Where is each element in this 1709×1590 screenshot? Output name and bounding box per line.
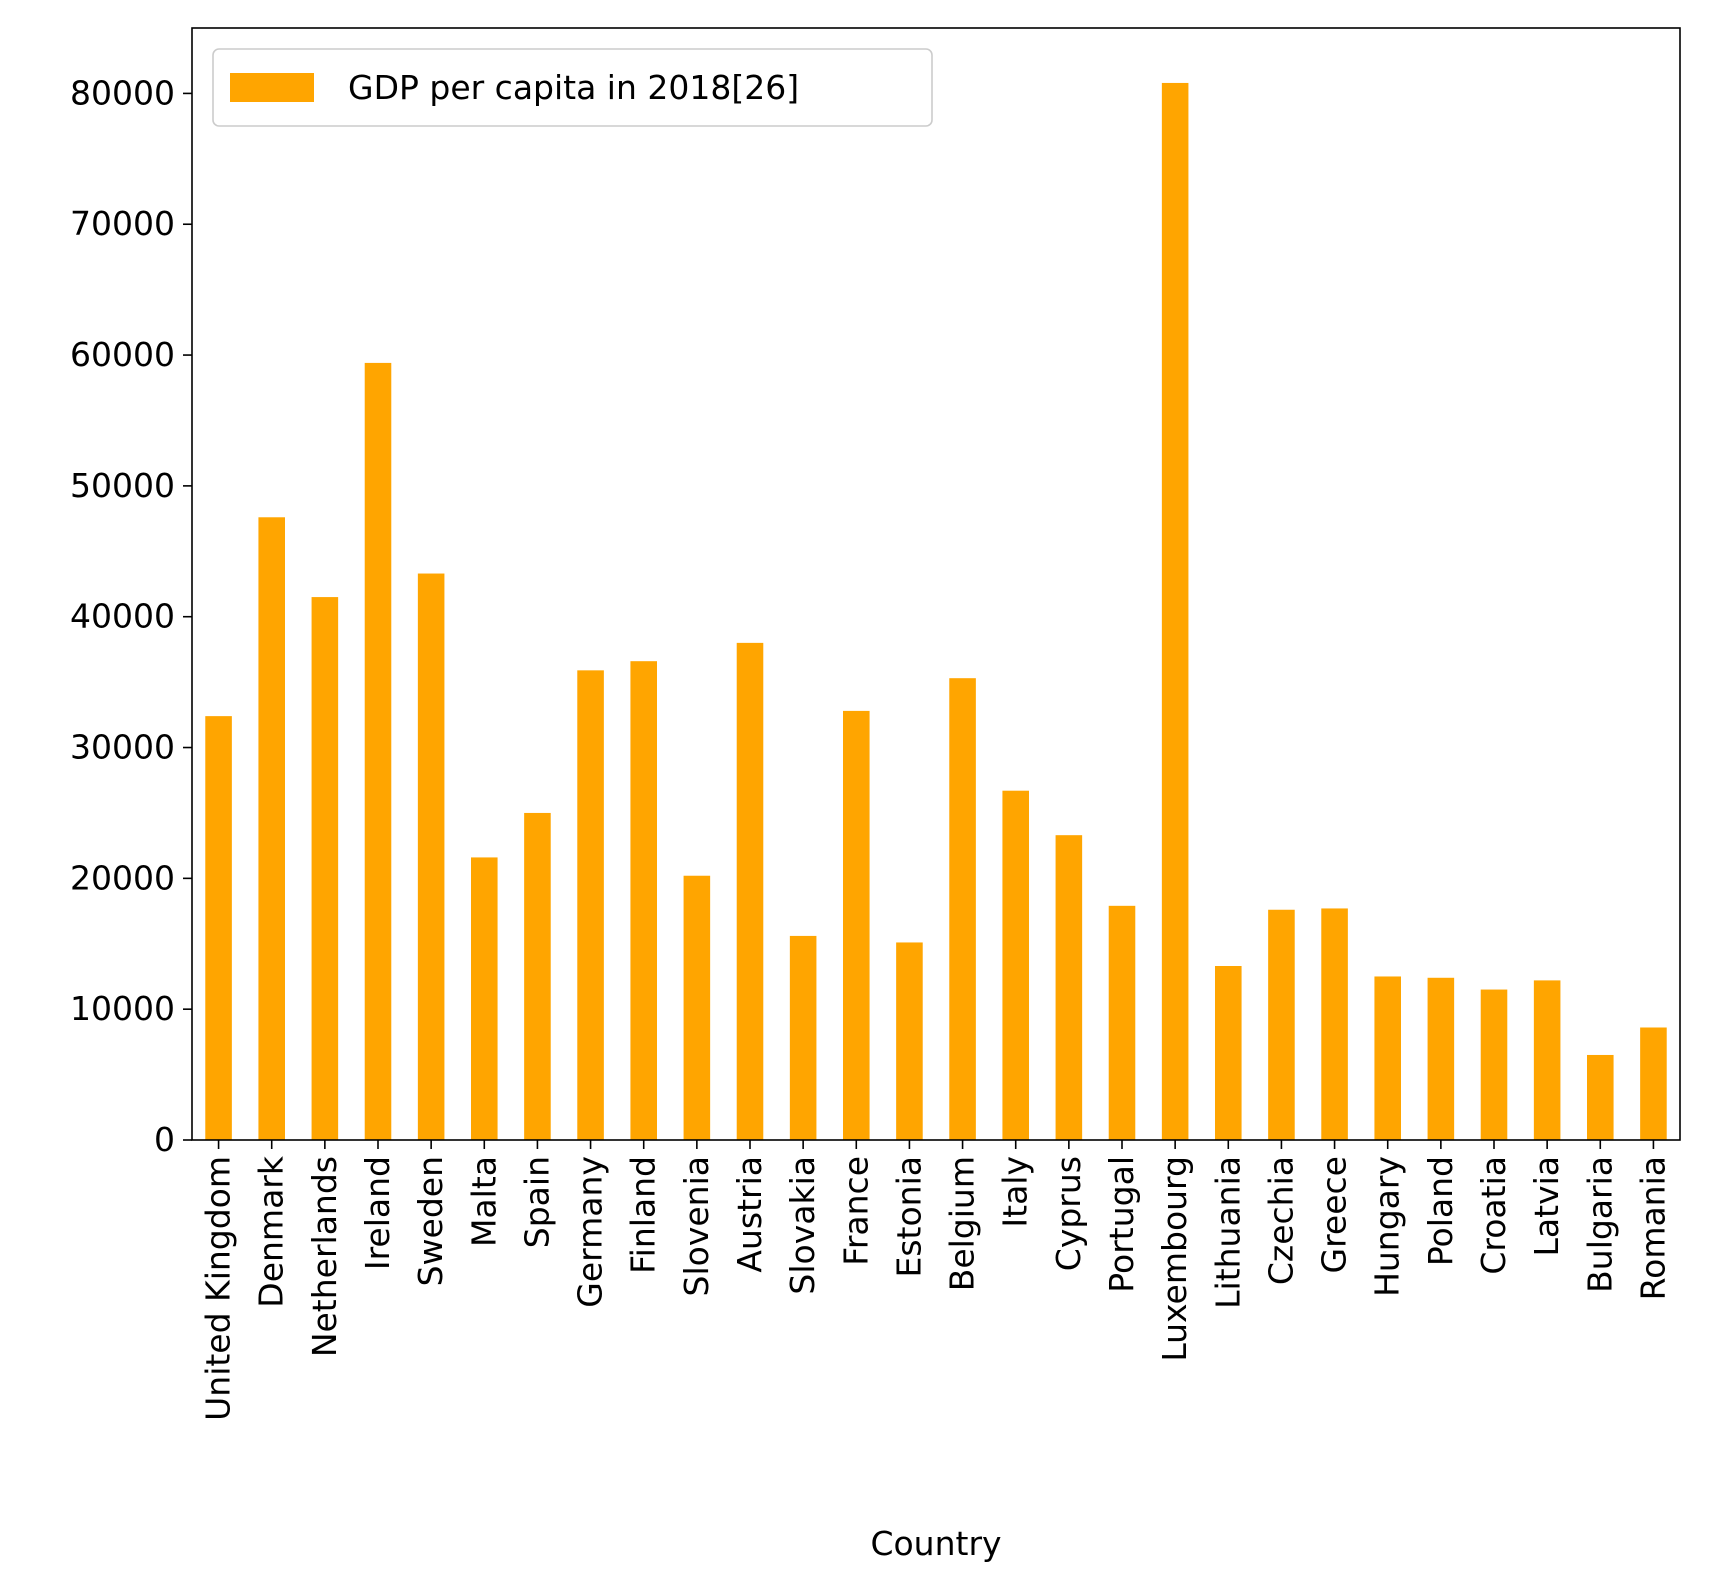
bar-sweden: [417, 573, 445, 1140]
x-tick-label: United Kingdom: [199, 1156, 238, 1421]
bar-lithuania: [1215, 966, 1242, 1140]
x-tick-label: Cyprus: [1049, 1156, 1088, 1271]
x-tick-label: Lithuania: [1208, 1156, 1247, 1309]
y-tick-label: 10000: [70, 989, 175, 1028]
x-tick-label: Portugal: [1102, 1156, 1141, 1293]
bar-france: [843, 710, 870, 1140]
x-tick-label: Italy: [996, 1156, 1035, 1228]
bar-ireland: [364, 362, 392, 1141]
x-tick-label: Slovakia: [783, 1156, 822, 1295]
ticks-layer: 0 10000 20000 30000 40000 50000 60000 70000 8000…: [70, 73, 1672, 1420]
bar-finland: [630, 661, 657, 1140]
x-tick-label: Denmark: [252, 1155, 291, 1308]
x-tick-label: Sweden: [411, 1156, 450, 1286]
bar-slovakia: [789, 935, 817, 1140]
y-tick-label: 30000: [70, 728, 175, 767]
x-tick-label: Czechia: [1261, 1156, 1300, 1285]
y-tick-label: 0: [154, 1120, 175, 1159]
bar-portugal: [1108, 905, 1136, 1140]
x-tick-label: Ireland: [358, 1156, 397, 1270]
x-tick-label: Latvia: [1527, 1156, 1566, 1256]
bar-luxembourg: [1161, 82, 1189, 1140]
y-tick-label: 40000: [70, 597, 175, 636]
bar-poland: [1427, 977, 1455, 1140]
x-tick-label: Malta: [464, 1156, 503, 1247]
bar-denmark: [258, 517, 285, 1140]
y-tick-label: 60000: [70, 335, 175, 374]
x-tick-label: Germany: [571, 1156, 610, 1308]
y-tick-label: 70000: [70, 204, 175, 243]
bar-latvia: [1533, 980, 1561, 1140]
x-tick-label: Greece: [1315, 1156, 1354, 1273]
x-tick-label: Hungary: [1368, 1156, 1407, 1297]
bar-estonia: [896, 942, 923, 1140]
x-tick-label: Bulgaria: [1580, 1156, 1619, 1293]
x-tick-label: Belgium: [943, 1156, 982, 1291]
x-tick-label: Austria: [730, 1156, 769, 1273]
bar-romania: [1640, 1027, 1667, 1140]
x-axis-title: Country: [870, 1524, 1001, 1563]
bar-austria: [736, 642, 764, 1140]
legend-swatch: [230, 73, 314, 102]
bar-spain: [524, 812, 551, 1140]
x-tick-label: Spain: [517, 1156, 556, 1248]
axes-layer: [191, 27, 1681, 1141]
x-tick-label: Romania: [1633, 1156, 1672, 1300]
x-tick-label: Poland: [1421, 1156, 1460, 1266]
x-tick-label: Slovenia: [677, 1156, 716, 1296]
bar-croatia: [1480, 989, 1508, 1140]
legend-box: [212, 48, 933, 127]
y-tick-label: 20000: [70, 858, 175, 897]
y-tick-label: 80000: [70, 73, 175, 112]
x-tick-label: Luxembourg: [1155, 1156, 1194, 1362]
bar-hungary: [1374, 976, 1401, 1140]
plot-frame: [191, 27, 1681, 1141]
bar-czechia: [1268, 909, 1295, 1140]
y-tick-label: 50000: [70, 466, 175, 505]
legend: GDP per capita in 2018[26]: [212, 48, 933, 127]
bar-united-kingdom: [205, 716, 232, 1140]
x-tick-label: Finland: [624, 1156, 663, 1274]
bar-belgium: [949, 678, 976, 1140]
legend-label: GDP per capita in 2018[26]: [348, 68, 799, 107]
bar-slovenia: [683, 875, 711, 1140]
bar-greece: [1321, 908, 1348, 1140]
bar-bulgaria: [1587, 1054, 1614, 1140]
bar-cyprus: [1055, 835, 1083, 1140]
bar-italy: [1002, 790, 1029, 1140]
x-tick-label: Croatia: [1474, 1156, 1513, 1275]
x-tick-label: Netherlands: [305, 1156, 344, 1357]
bar-malta: [471, 857, 498, 1140]
x-tick-label: Estonia: [889, 1156, 928, 1277]
bars-layer: [205, 82, 1667, 1141]
bar-germany: [577, 670, 604, 1140]
bar-netherlands: [311, 597, 339, 1140]
x-tick-label: France: [836, 1156, 875, 1266]
